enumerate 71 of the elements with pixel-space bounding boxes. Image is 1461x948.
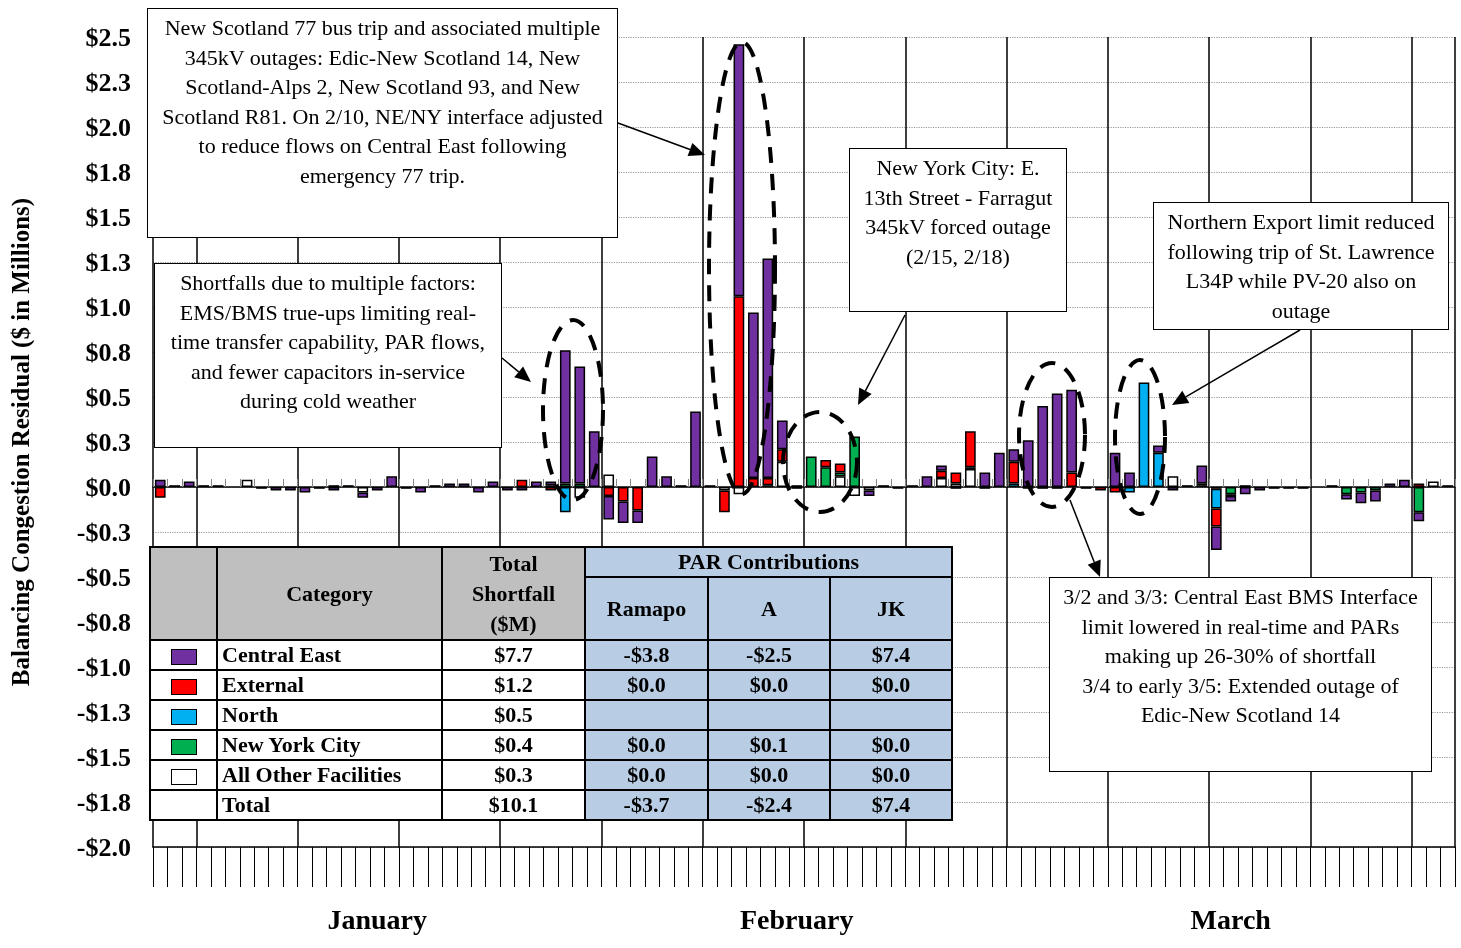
- annotation: Total: [217, 790, 442, 820]
- legend-label: Central East: [217, 640, 442, 670]
- callout-box: Shortfalls due to multiple factors: EMS/BMS true-ups limiting real-time transfer capability, PAR flows, and fewer capacitors in-service during cold weather: [154, 263, 502, 448]
- annotation: Category: [217, 547, 442, 640]
- y-tick-label: $0.5: [85, 382, 131, 412]
- legend-label: New York City: [217, 730, 442, 760]
- callout-box: New Scotland 77 bus trip and associated multiple 345kV outages: Edic-New Scotland 14, New Scotland-Alps 2, New Scotland 93, and New Scotland R81. On 2/10, NE/NY interface adjusted to reduce flows on Central East following emergency 77 trip.: [147, 8, 618, 238]
- callout-box: Northern Export limit reduced following trip of St. Lawrence L34P while PV-20 also on outage: [1153, 202, 1449, 330]
- y-tick-label: $1.3: [85, 247, 131, 277]
- annotation: A: [708, 577, 830, 640]
- bar: [545, 481, 557, 486]
- annotation: $0.0: [830, 730, 953, 760]
- y-tick-label: $0.0: [85, 472, 131, 502]
- annotation: $0.5: [442, 700, 585, 730]
- legend-label: All Other Facilities: [217, 760, 442, 790]
- bar: [1370, 490, 1381, 502]
- annotation: -$2.4: [708, 790, 830, 820]
- legend-label: External: [217, 670, 442, 700]
- y-tick-label: -$1.8: [76, 787, 131, 817]
- y-tick-label: $2.3: [85, 67, 131, 97]
- annotation: $7.4: [830, 790, 953, 820]
- x-tick-label: February: [740, 903, 854, 935]
- annotation: $10.1: [442, 790, 585, 820]
- bar: [834, 463, 846, 473]
- y-tick-label: -$0.3: [76, 517, 131, 547]
- annotation: $0.1: [708, 730, 830, 760]
- annotation: $0.0: [585, 760, 708, 790]
- annotation: $0.0: [830, 760, 953, 790]
- callout-box: New York City: E. 13th Street - Farragut 345kV forced outage (2/15, 2/18): [849, 148, 1067, 312]
- x-tick-label: January: [327, 903, 428, 935]
- bar: [965, 431, 976, 468]
- y-tick-label: $0.8: [85, 337, 131, 367]
- annotation: $0.3: [442, 760, 585, 790]
- annotation: -$2.5: [708, 640, 830, 670]
- callout-box: 3/2 and 3/3: Central East BMS Interface limit lowered in real-time and PARs making up 26-30% of shortfall 3/4 to early 3/5: Extended outage of Edic-New Scotland 14: [1049, 577, 1432, 772]
- y-axis-title: Balancing Congestion Residual ($ in Millions): [7, 197, 35, 687]
- y-tick-label: $2.0: [85, 112, 131, 142]
- y-tick-label: $1.5: [85, 202, 131, 232]
- bar: [1225, 496, 1237, 502]
- annotation: Total Shortfall ($M): [442, 547, 585, 640]
- annotation: $0.0: [708, 760, 830, 790]
- y-tick-label: -$1.3: [76, 697, 131, 727]
- legend-label: North: [217, 700, 442, 730]
- bar: [719, 490, 730, 513]
- annotation: $0.0: [708, 670, 830, 700]
- y-tick-label: -$0.8: [76, 607, 131, 637]
- y-tick-label: -$0.5: [76, 562, 131, 592]
- annotation: $0.4: [442, 730, 585, 760]
- annotation: PAR Contributions: [585, 547, 953, 577]
- bar: [559, 350, 571, 484]
- annotation: JK: [830, 577, 953, 640]
- annotation: Ramapo: [585, 577, 708, 640]
- annotation: $7.4: [830, 640, 953, 670]
- y-tick-label: $1.0: [85, 292, 131, 322]
- annotation: -$3.7: [585, 790, 708, 820]
- x-tick-label: March: [1190, 903, 1272, 935]
- y-tick-label: -$1.0: [76, 652, 131, 682]
- annotation: $7.7: [442, 640, 585, 670]
- annotation: 3/2 and 3/3: Central East BMS Interface limit lowered in real-time and PARs making up 26-30% of shortfall: [1062, 583, 1419, 671]
- annotation: -$3.8: [585, 640, 708, 670]
- y-tick-label: $2.5: [85, 22, 131, 52]
- annotation: $1.2: [442, 670, 585, 700]
- y-tick-label: $0.3: [85, 427, 131, 457]
- annotation: $0.0: [585, 730, 708, 760]
- annotation: 3/4 to early 3/5: Extended outage of Edic-New Scotland 14: [1081, 671, 1400, 730]
- y-tick-label: -$1.5: [76, 742, 131, 772]
- y-tick-label: $1.8: [85, 157, 131, 187]
- annotation: $0.0: [585, 670, 708, 700]
- annotation: $0.0: [830, 670, 953, 700]
- bar: [574, 366, 586, 484]
- y-tick-label: -$2.0: [76, 832, 131, 862]
